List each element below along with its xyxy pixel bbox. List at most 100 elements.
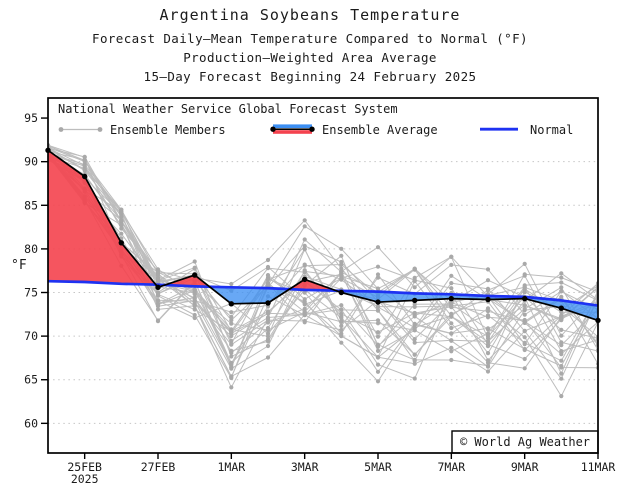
ensemble-member-dot [412, 311, 417, 316]
ensemble-member-dot [302, 306, 307, 311]
ensemble-member-dot [412, 285, 417, 290]
ensemble-average-dot [522, 295, 528, 302]
ensemble-member-dot [375, 334, 381, 339]
watermark-text: © World Ag Weather [460, 435, 590, 449]
ensemble-member-dot [522, 290, 527, 295]
ensemble-member-dot [265, 343, 271, 349]
below-normal-fill [209, 286, 290, 304]
normal-line [47, 279, 599, 307]
ensemble-member-line [48, 157, 598, 382]
ensemble-member-dot [375, 245, 381, 250]
ensemble-member-line [48, 153, 598, 379]
ensemble-member-dot [155, 291, 161, 296]
legend-ensemble-members-dot [58, 127, 64, 132]
ensemble-member-dot [412, 278, 417, 283]
ensemble-member-dot [119, 226, 124, 231]
ensemble-member-dot [375, 264, 381, 269]
x-tick-label: 3MAR [291, 460, 319, 474]
ensemble-average-dot [375, 299, 381, 305]
legend-ensemble-members-label: Ensemble Members [110, 123, 226, 137]
above-normal-fill [164, 275, 210, 287]
ensemble-member-dot [265, 281, 271, 286]
ensemble-member-dot [485, 278, 491, 283]
ensemble-member-dot [375, 286, 381, 291]
ensemble-member-dot [449, 254, 454, 259]
chart-title: Argentina Soybeans Temperature [159, 6, 461, 24]
ensemble-member-dot [339, 327, 344, 333]
ensemble-average-dot [228, 301, 234, 307]
chart-subtitle-1: Forecast Daily—Mean Temperature Compared… [92, 31, 528, 46]
ensemble-member-dot [229, 321, 234, 326]
ensemble-member-dot [339, 318, 344, 324]
x-tick-label: 5MAR [364, 460, 392, 474]
ensemble-member-dot [375, 362, 381, 367]
ensemble-member-dot [375, 305, 381, 310]
ensemble-member-dot [229, 327, 234, 332]
ensemble-member-dot [229, 330, 234, 335]
ensemble-member-dot [522, 303, 527, 308]
ensemble-member-dot [339, 246, 344, 251]
ensemble-member-dot [559, 394, 564, 399]
ensemble-member-dot [302, 237, 307, 242]
ensemble-member-dot [559, 358, 564, 363]
ensemble-member-dot [192, 288, 197, 293]
ensemble-member-dot [339, 334, 344, 339]
ensemble-member-dot [339, 277, 344, 282]
y-tick-label: 90 [24, 155, 38, 169]
ensemble-member-dot [155, 279, 161, 284]
ensemble-member-dot [375, 275, 381, 280]
ensemble-member-dot [559, 289, 564, 294]
title-block: Argentina Soybeans Temperature Forecast … [0, 6, 620, 86]
ensemble-average-dot [485, 296, 491, 303]
x-tick-label: 9MAR [511, 460, 539, 474]
ensemble-member-dot [559, 271, 564, 276]
ensemble-member-dot [412, 352, 417, 357]
ensemble-member-dot [485, 327, 491, 332]
ensemble-member-dot [229, 365, 234, 370]
ensemble-member-dot [339, 315, 344, 320]
ensemble-member-dot [449, 325, 454, 331]
ensemble-member-dot [265, 277, 271, 282]
ensemble-member-dot [192, 259, 197, 264]
ensemble-member-dot [559, 333, 564, 338]
ensemble-member-dot [522, 261, 527, 266]
ensemble-member-dot [559, 376, 564, 381]
ensemble-member-dot [559, 352, 564, 357]
ensemble-member-dot [265, 318, 271, 323]
ensemble-member-dot [412, 267, 417, 272]
x-tick-label: 7MAR [437, 460, 465, 474]
ensemble-member-dot [192, 292, 197, 297]
ensemble-member-dot [302, 224, 307, 229]
ensemble-member-dot [449, 273, 454, 278]
ensemble-member-dot [192, 304, 197, 309]
ensemble-member-dot [412, 314, 417, 319]
ensemble-member-dot [522, 329, 527, 334]
ensemble-member-dot [192, 307, 197, 312]
ensemble-member-dot [302, 218, 307, 223]
ensemble-member-dot [339, 303, 344, 308]
ensemble-member-dot [82, 154, 87, 159]
ensemble-member-dot [119, 209, 124, 215]
ensemble-member-dot [155, 302, 161, 307]
ensemble-member-dot [485, 351, 491, 356]
ensemble-member-dot [119, 222, 124, 227]
ensemble-member-dot [485, 364, 491, 369]
x-tick-label: 11MAR [581, 460, 616, 474]
ensemble-member-dot [559, 340, 564, 345]
x-axis-year-label: 2025 [71, 472, 99, 484]
ensemble-member-dot [449, 262, 454, 267]
ensemble-member-dot [229, 314, 234, 320]
ensemble-average-dot [448, 295, 454, 302]
ensemble-member-dot [302, 262, 307, 267]
ensemble-member-dot [449, 357, 454, 363]
ensemble-member-dot [265, 273, 271, 278]
ensemble-member-dot [265, 257, 271, 263]
x-tick-label: 25FEB [67, 460, 102, 474]
chart-subtitle-2: Production—Weighted Area Average [183, 50, 437, 65]
ensemble-member-dot [449, 321, 454, 326]
y-tick-label: 95 [24, 111, 38, 125]
ensemble-member-dot [559, 318, 564, 323]
ensemble-member-dot [412, 361, 417, 366]
ensemble-member-dot [559, 327, 564, 332]
